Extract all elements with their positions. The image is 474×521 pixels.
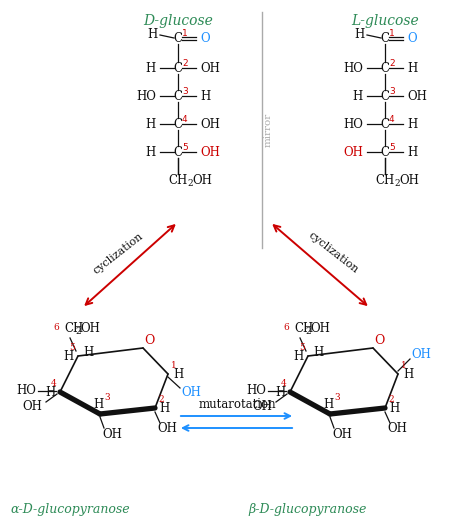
Text: C: C — [381, 145, 390, 158]
Text: OH: OH — [310, 321, 330, 334]
Text: H: H — [407, 145, 417, 158]
Text: CH: CH — [294, 321, 313, 334]
Text: HO: HO — [16, 384, 36, 398]
Text: OH: OH — [181, 386, 201, 399]
Text: C: C — [381, 61, 390, 75]
Text: 2: 2 — [158, 395, 164, 404]
Text: H: H — [353, 90, 363, 103]
Text: H: H — [294, 350, 304, 363]
Text: H: H — [407, 61, 417, 75]
Text: H: H — [159, 402, 169, 415]
Text: 4: 4 — [389, 115, 395, 123]
Text: 2: 2 — [388, 395, 393, 404]
Text: OH: OH — [252, 400, 272, 413]
Text: 6: 6 — [53, 324, 59, 332]
Text: L-glucose: L-glucose — [351, 14, 419, 28]
Text: CH: CH — [375, 175, 395, 188]
Text: cyclization: cyclization — [91, 230, 145, 276]
Text: 2: 2 — [182, 58, 188, 68]
Text: OH: OH — [399, 175, 419, 188]
Text: C: C — [173, 90, 182, 103]
Text: H: H — [355, 29, 365, 42]
Text: mutarotation: mutarotation — [198, 399, 276, 412]
Text: OH: OH — [22, 400, 42, 413]
Text: 4: 4 — [51, 378, 57, 388]
Text: H: H — [407, 118, 417, 130]
Text: OH: OH — [192, 175, 212, 188]
Text: C: C — [381, 118, 390, 130]
Text: 5: 5 — [182, 143, 188, 152]
Text: OH: OH — [343, 145, 363, 158]
Text: OH: OH — [200, 118, 220, 130]
Text: 3: 3 — [334, 392, 340, 402]
Text: HO: HO — [343, 61, 363, 75]
Text: C: C — [381, 31, 390, 44]
Text: H: H — [93, 399, 103, 412]
Text: H: H — [276, 386, 286, 399]
Text: H: H — [389, 402, 399, 415]
Text: H: H — [323, 399, 333, 412]
Text: 6: 6 — [283, 324, 289, 332]
Text: 3: 3 — [389, 86, 395, 95]
Text: 4: 4 — [182, 115, 188, 123]
Text: H: H — [200, 90, 210, 103]
Text: OH: OH — [200, 61, 220, 75]
Text: 4: 4 — [281, 378, 287, 388]
Text: 5: 5 — [69, 342, 75, 352]
Text: O: O — [144, 334, 155, 347]
Text: 5: 5 — [389, 143, 395, 152]
Text: H: H — [173, 367, 183, 380]
Text: C: C — [173, 118, 182, 130]
Text: C: C — [173, 145, 182, 158]
Text: OH: OH — [332, 428, 352, 440]
Text: H: H — [146, 61, 156, 75]
Text: H: H — [403, 367, 413, 380]
Text: H: H — [146, 145, 156, 158]
Text: 3: 3 — [182, 86, 188, 95]
Text: OH: OH — [157, 421, 177, 435]
Text: 2: 2 — [305, 327, 310, 336]
Text: cyclization: cyclization — [306, 230, 360, 276]
Text: 1: 1 — [401, 362, 407, 370]
Text: H: H — [46, 386, 56, 399]
Text: OH: OH — [411, 348, 431, 361]
Text: HO: HO — [246, 384, 266, 398]
Text: OH: OH — [407, 90, 427, 103]
Text: OH: OH — [80, 321, 100, 334]
Text: α-D-glucopyranose: α-D-glucopyranose — [10, 503, 129, 516]
Text: 5: 5 — [299, 342, 305, 352]
Text: C: C — [381, 90, 390, 103]
Text: β-D-glucopyranose: β-D-glucopyranose — [248, 503, 366, 516]
Text: OH: OH — [387, 421, 407, 435]
Text: OH: OH — [200, 145, 220, 158]
Text: 1: 1 — [182, 29, 188, 38]
Text: OH: OH — [102, 428, 122, 440]
Text: mirror: mirror — [264, 113, 273, 147]
Text: HO: HO — [136, 90, 156, 103]
Text: C: C — [173, 31, 182, 44]
Text: O: O — [407, 31, 417, 44]
Text: 2: 2 — [187, 180, 192, 189]
Text: H: H — [64, 350, 74, 363]
Text: 1: 1 — [389, 29, 395, 38]
Text: 3: 3 — [104, 392, 109, 402]
Text: 2: 2 — [389, 58, 395, 68]
Text: 1: 1 — [171, 362, 177, 370]
Text: C: C — [173, 61, 182, 75]
Text: D-glucose: D-glucose — [143, 14, 213, 28]
Text: CH: CH — [168, 175, 188, 188]
Text: O: O — [374, 334, 384, 347]
Text: 2: 2 — [75, 327, 81, 336]
Text: HO: HO — [343, 118, 363, 130]
Text: H: H — [148, 29, 158, 42]
Text: H: H — [146, 118, 156, 130]
Text: 2: 2 — [394, 180, 400, 189]
Text: CH: CH — [64, 321, 83, 334]
Text: H: H — [313, 345, 323, 358]
Text: H: H — [83, 345, 93, 358]
Text: O: O — [200, 31, 210, 44]
